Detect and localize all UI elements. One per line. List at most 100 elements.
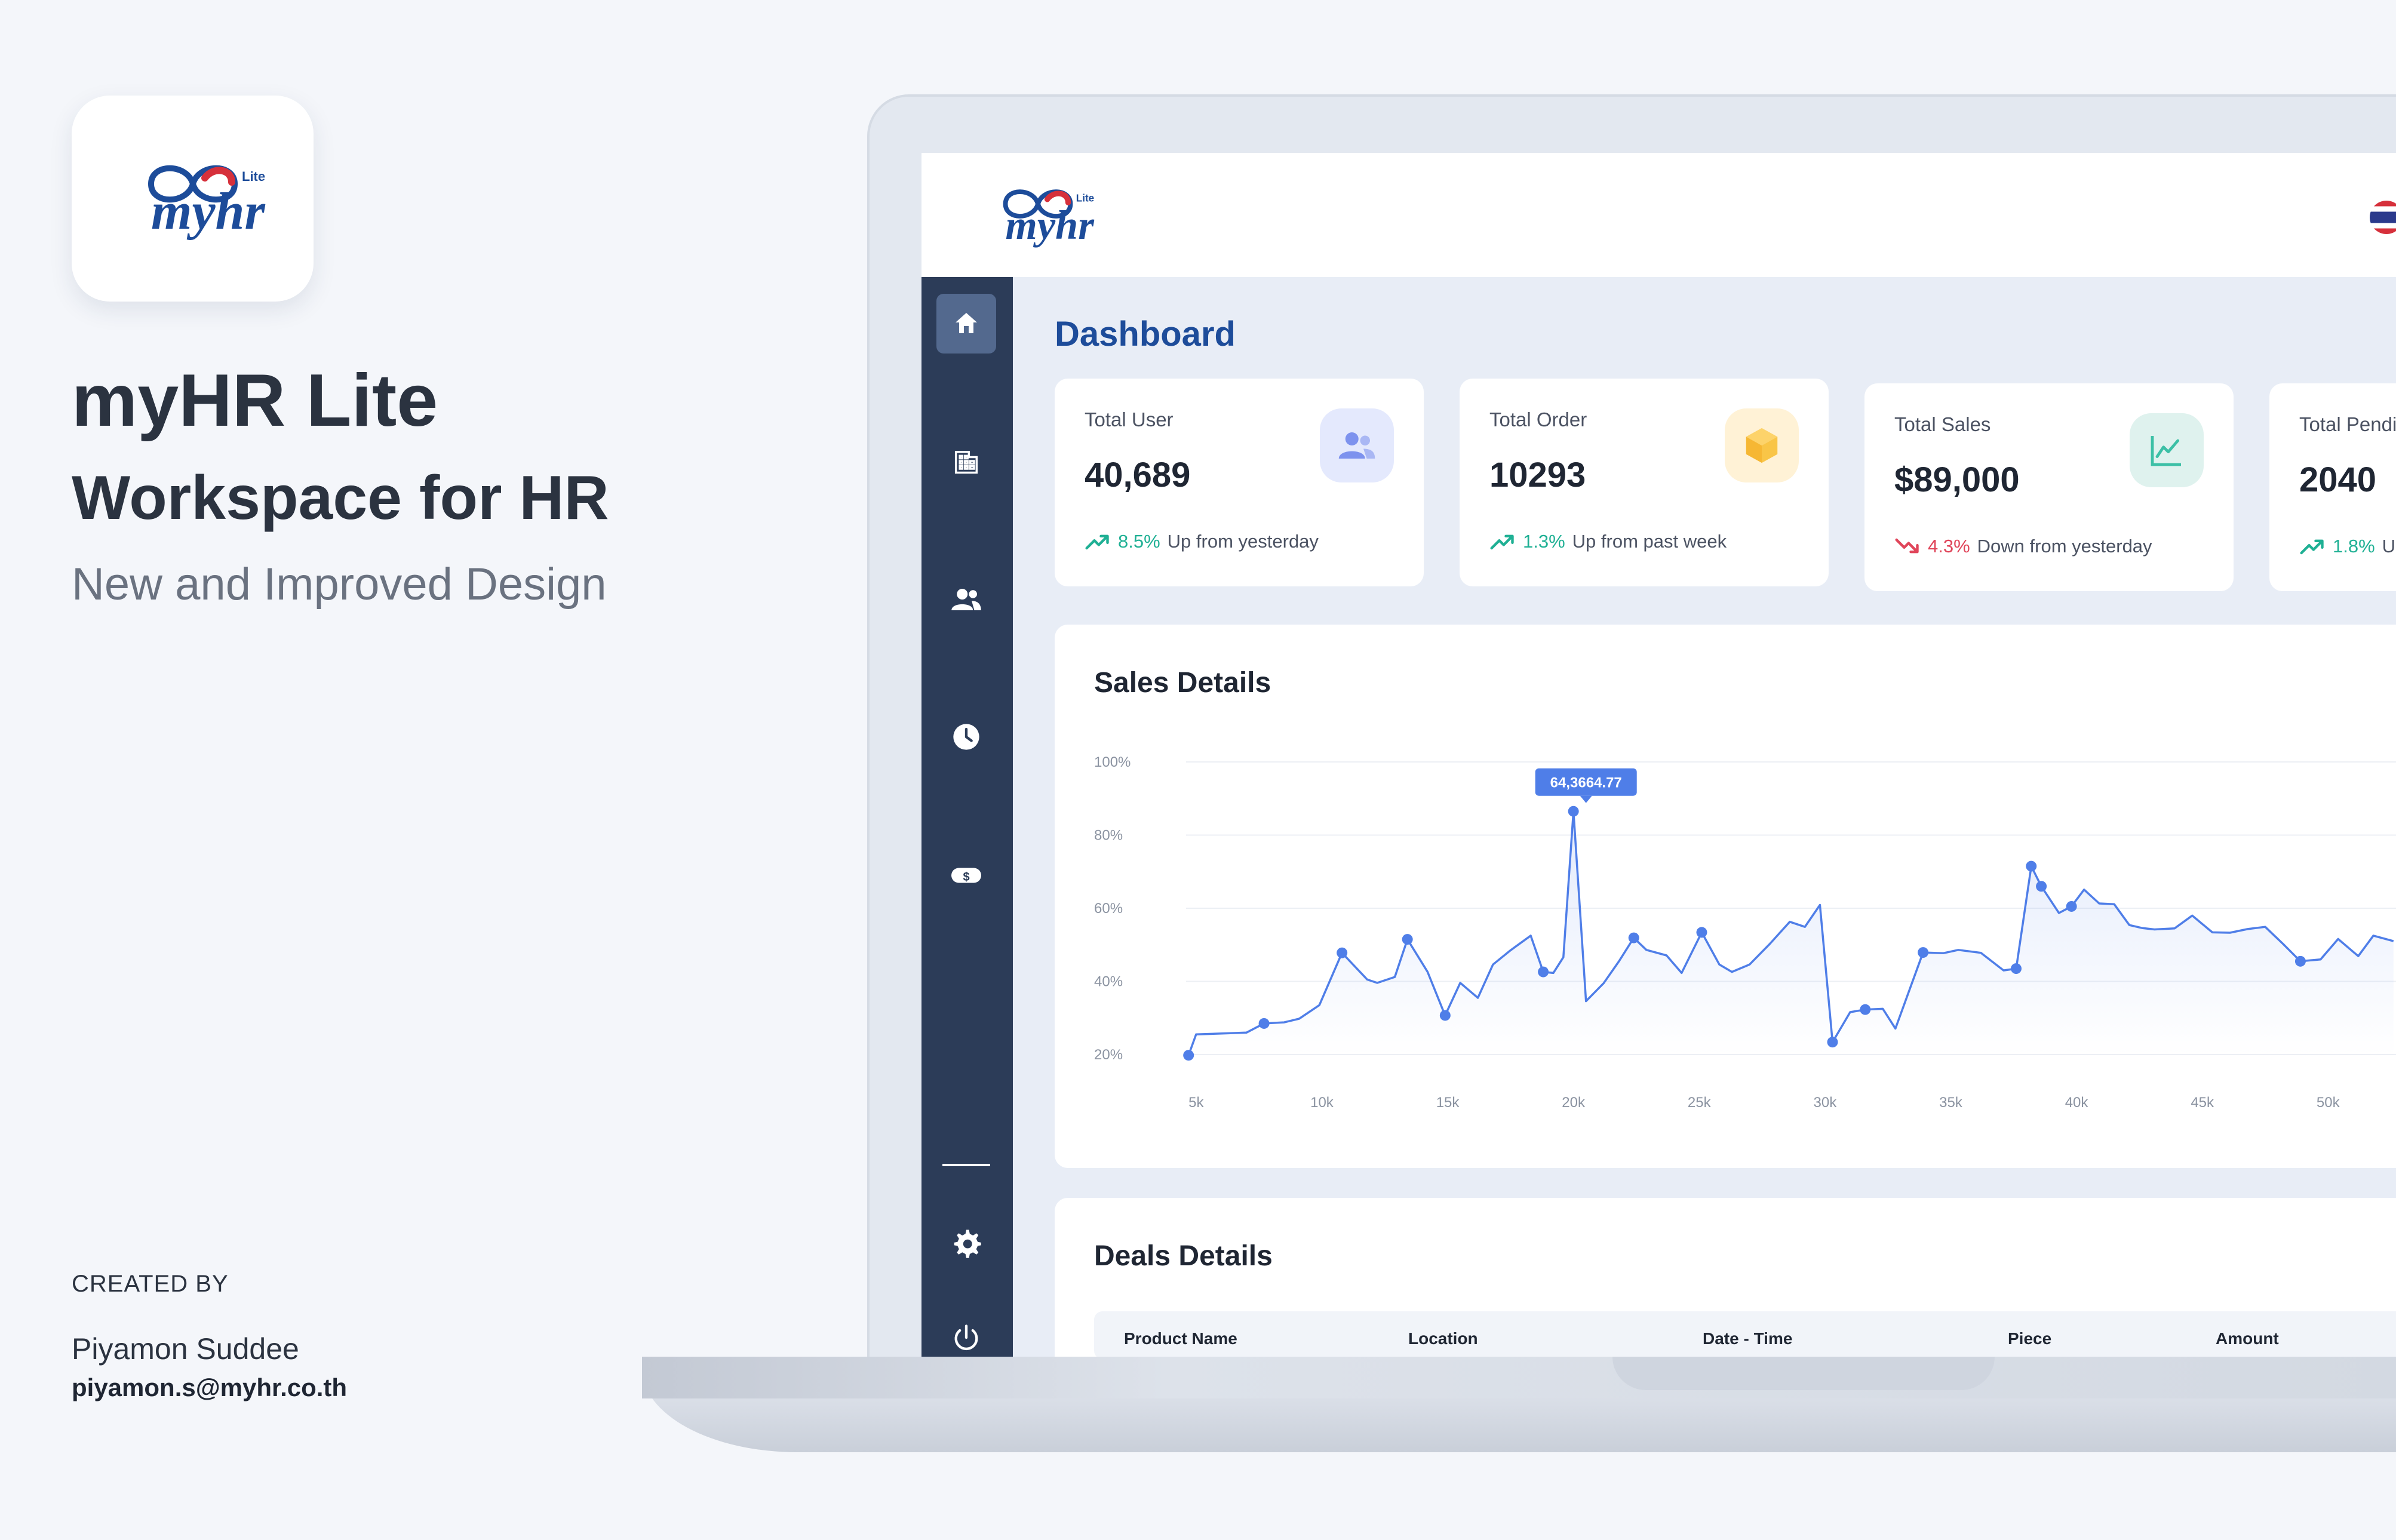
stat-icon-box [1725,408,1799,482]
x-tick-label: 15k [1436,1095,1460,1111]
data-point [1860,1004,1871,1015]
sidebar: $ [921,277,1013,1357]
sidebar-item-settings[interactable] [936,1213,996,1273]
box-icon [1746,428,1778,463]
column-amount[interactable]: Amount [2216,1329,2279,1348]
sidebar-divider [942,1164,990,1166]
x-tick-label: 45k [2191,1095,2214,1111]
chart-line-icon [2151,436,2181,466]
x-tick-label: 50k [2317,1095,2340,1111]
stat-trend: 4.3% Down from yesterday [1894,536,2152,557]
column-location[interactable]: Location [1408,1329,1478,1348]
data-point [1258,1018,1270,1029]
stat-card-total-sales[interactable]: Total Sales $89,000 4.3% Down from yeste… [1864,383,2234,591]
logo-badge: Lite [242,169,265,184]
stat-icon-box [1320,408,1394,482]
stat-trend-pct: 1.3% [1523,531,1565,552]
stat-label: Total Pendi [2299,413,2396,435]
data-point [2026,860,2037,872]
sidebar-item-attendance[interactable] [936,707,996,767]
stat-trend-text: Up from past week [1572,531,1727,552]
tooltip-box [1535,768,1637,796]
y-tick-label: 40% [1094,974,1123,990]
laptop-base-edge [642,1357,2396,1398]
column-piece[interactable]: Piece [2008,1329,2052,1348]
x-tick-label: 30k [1814,1095,1838,1111]
promo-subtitle: Workspace for HR [72,463,609,533]
column-date-time[interactable]: Date - Time [1703,1329,1793,1348]
data-point [1568,806,1579,817]
deals-table-header: Product Name Location Date - Time Piece … [1094,1311,2396,1357]
stat-trend-pct: 4.3% [1928,536,1970,557]
trend-down-icon [1895,538,1919,554]
data-point [2066,900,2077,912]
deals-details-panel: Deals Details Product Name Location Date… [1055,1198,2396,1357]
tooltip-label: 64,3664.77 [1550,775,1622,791]
app-icon: Lite myhr [72,96,314,302]
sidebar-item-home[interactable] [936,294,996,354]
y-tick-label: 100% [1094,754,1131,770]
thai-flag-icon[interactable] [2370,201,2396,234]
x-tick-label: 10k [1310,1095,1334,1111]
topbar-logo[interactable]: Lite myhr [969,174,1107,257]
stat-label: Total Order [1489,408,1587,431]
home-icon [956,313,977,333]
stat-trend: 1.8% U [2299,536,2395,557]
stat-icon-box [2130,413,2204,487]
data-point [1696,927,1707,938]
x-tick-label: 40k [2065,1095,2089,1111]
credit-label: CREATED BY [72,1271,229,1297]
tooltip-pointer [1580,795,1592,803]
stat-trend-text: Down from yesterday [1977,536,2152,557]
data-point [1402,934,1413,945]
data-point [2294,955,2306,967]
stat-trend-text: Up from yesterday [1167,531,1319,552]
x-tick-label: 5k [1188,1095,1204,1111]
x-tick-label: 35k [1939,1095,1963,1111]
page-title: Dashboard [1055,315,1236,354]
data-point [2036,881,2047,892]
data-point [1628,932,1639,943]
promo-title: myHR Lite [72,359,438,442]
users-icon [951,589,981,610]
svg-text:$: $ [963,871,969,884]
laptop-notch [1612,1357,1995,1390]
stat-label: Total Sales [1894,413,1991,435]
stat-trend-text: U [2382,536,2396,557]
sidebar-item-payroll[interactable]: $ [936,846,996,905]
trend-up-icon [1085,534,1109,550]
topbar: Lite myhr [921,153,2396,277]
stat-card-total-pending[interactable]: Total Pendi 2040 1.8% U [2269,383,2396,591]
sidebar-item-company[interactable] [936,431,996,491]
x-tick-label: 20k [1562,1095,1586,1111]
topbar-logo-badge: Lite [1076,193,1094,204]
deals-title: Deals Details [1094,1240,1273,1272]
sidebar-item-employees[interactable] [936,570,996,629]
stat-value: 40,689 [1085,456,1191,494]
credit-author: Piyamon Suddee [72,1332,299,1366]
topbar-logo-wordmark: myhr [1006,202,1095,248]
users-icon [1338,432,1375,459]
data-point [2010,963,2022,975]
stat-card-total-order[interactable]: Total Order 10293 1.3% Up from past week [1460,379,1829,586]
y-tick-label: 80% [1094,828,1123,844]
stat-card-total-user[interactable]: Total User 40,689 8.5% Up from yesterday [1055,379,1424,586]
sidebar-item-logout[interactable] [936,1308,996,1357]
sales-area [1188,811,2394,1056]
gear-icon [954,1229,981,1258]
data-point [1538,966,1549,978]
column-product-name[interactable]: Product Name [1124,1329,1237,1348]
sales-chart: 20% 40% 60% 80% 100% 5k 10k 15k 20k 25k 30k 35k 40k 4… [1094,754,2396,1111]
stat-trend-pct: 8.5% [1118,531,1160,552]
stat-value: $89,000 [1894,460,2020,499]
y-tick-label: 60% [1094,900,1123,917]
sales-details-panel: Sales Details 20% 40% 60% 80% 100% 5k 10k 15k 20… [1055,625,2396,1168]
data-point [1918,947,1929,958]
laptop-screen: Lite myhr $ Dashboard Total User [921,153,2396,1357]
stat-value: 2040 [2299,460,2377,499]
data-point [1337,947,1348,958]
trend-up-icon [2300,539,2324,555]
data-point [1183,1050,1194,1061]
promo-tagline: New and Improved Design [72,559,607,610]
stat-trend: 1.3% Up from past week [1489,531,1727,552]
